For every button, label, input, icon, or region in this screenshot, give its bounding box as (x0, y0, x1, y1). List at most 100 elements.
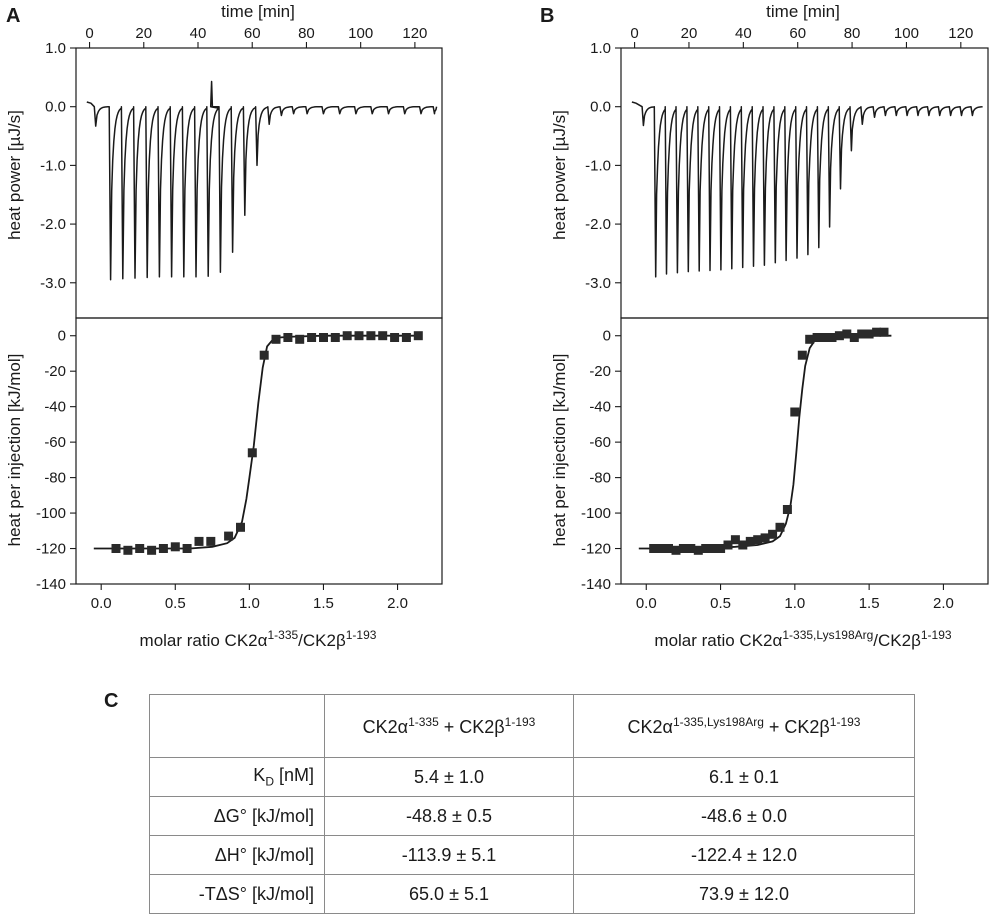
y-tick-label: -2.0 (585, 216, 611, 233)
y-tick-label: -3.0 (40, 275, 66, 292)
dh-mutant-value: -122.4 ± 12.0 (573, 835, 915, 875)
data-point (745, 536, 755, 546)
heat-power-trace (86, 80, 438, 281)
x-tick-label: 40 (190, 25, 207, 42)
y-tick-label: 0.0 (45, 99, 66, 116)
data-point (295, 334, 305, 344)
binding-fit-curve (638, 334, 892, 550)
tds-wildtype-value: 65.0 ± 5.1 (324, 874, 574, 914)
panel-a-power-axis-title: heat power [µJ/s] (5, 110, 24, 240)
dg-wildtype-value: -48.8 ± 0.5 (324, 796, 574, 836)
table-header-wildtype: CK2α1-335 + CK2β1-193 (324, 694, 574, 758)
y-tick-label: -20 (589, 363, 611, 380)
data-point (283, 333, 293, 342)
header-wt-b-sup: 1-193 (504, 714, 536, 729)
data-point (319, 333, 328, 342)
panel-b-ratio-axis-title: molar ratio CK2α1-335,Lys198Arg/CK2β1-19… (654, 628, 951, 650)
data-point (708, 544, 718, 553)
data-point (805, 334, 815, 344)
plot-frame (75, 317, 443, 585)
x-tick-label: 20 (135, 25, 152, 42)
data-point (378, 331, 388, 341)
heat-power-trace (631, 101, 983, 278)
x-tick-label: 0.0 (91, 595, 112, 612)
y-tick-label: -140 (36, 576, 66, 593)
panel-a-ratio-sup2: 1-193 (346, 628, 377, 642)
x-tick-label: 0 (85, 25, 93, 42)
data-point (730, 535, 740, 545)
dg-mutant-value: -48.6 ± 0.0 (573, 796, 915, 836)
panel-b-injection-axis-title: heat per injection [kJ/mol] (550, 354, 569, 547)
header-mut-b-sup: 1-193 (829, 714, 861, 729)
table-row-dh: ΔH° [kJ/mol] -113.9 ± 5.1 -122.4 ± 12.0 (149, 835, 915, 875)
data-point (330, 333, 340, 342)
data-point (768, 529, 778, 539)
x-tick-label: 80 (844, 25, 861, 42)
y-tick-label: -80 (589, 470, 611, 487)
header-mut-b: + CK2β (763, 716, 830, 737)
x-tick-label: 1.5 (313, 595, 334, 612)
data-point (135, 544, 145, 553)
data-point (834, 331, 844, 341)
panel-b-ratio-sup1: 1-335,Lys198Arg (782, 628, 873, 642)
itc-figure: A time [min] heat power [µJ/s] heat per … (5, 2, 989, 650)
data-point (827, 333, 837, 342)
x-tick-label: 0.0 (636, 595, 657, 612)
plot-frame (75, 47, 443, 319)
x-tick-label: 80 (298, 25, 315, 42)
x-tick-label: 100 (894, 25, 919, 42)
data-point (664, 544, 673, 553)
data-point (872, 327, 882, 337)
data-point (671, 545, 681, 555)
panel-a-ratio-mid: /CK2β (298, 631, 346, 650)
x-tick-label: 0.5 (710, 595, 731, 612)
y-tick-label: -120 (36, 541, 66, 558)
data-point (158, 544, 168, 553)
header-mut-a: CK2α (627, 716, 673, 737)
panel-b-ratio-sup2: 1-193 (921, 628, 952, 642)
data-point (775, 522, 785, 532)
header-wt-a-sup: 1-335 (408, 714, 439, 729)
data-point (413, 331, 423, 341)
panel-a-ratio-axis-title: molar ratio CK2α1-335/CK2β1-193 (140, 628, 377, 650)
data-point (797, 350, 807, 360)
x-tick-label: 120 (948, 25, 973, 42)
panel-a-heat-per-injection-plot: 0 -20 -40 -60 -80 -100 -120 -140 0.0 0.5 1.0 1.5 2.0 (36, 317, 443, 612)
x-tick-label: 1.0 (239, 595, 260, 612)
data-point (723, 540, 733, 550)
data-point (656, 544, 666, 553)
tds-mutant-value: 73.9 ± 12.0 (573, 874, 915, 914)
x-tick-label: 40 (735, 25, 752, 42)
data-point (236, 522, 245, 532)
x-tick-label: 0 (630, 25, 638, 42)
table-header-row: CK2α1-335 + CK2β1-193 CK2α1-335,Lys198Ar… (149, 694, 915, 758)
table-row-tds: -TΔS° [kJ/mol] 65.0 ± 5.1 73.9 ± 12.0 (149, 874, 915, 914)
header-wt-b: + CK2β (438, 716, 505, 737)
row-label-dg: ΔG° [kJ/mol] (149, 796, 325, 836)
panel-b-heat-power-plot: 1.0 0.0 -1.0 -2.0 -3.0 0 20 40 60 80 100 120 (585, 25, 989, 319)
panel-b-power-axis-title: heat power [µJ/s] (550, 110, 569, 240)
y-tick-label: 1.0 (590, 40, 611, 57)
data-point (182, 544, 192, 553)
panel-a-time-axis-title: time [min] (221, 2, 295, 21)
header-wt-a: CK2α (362, 716, 409, 737)
data-point (401, 333, 411, 342)
data-point (342, 331, 352, 341)
x-tick-label: 60 (789, 25, 806, 42)
y-tick-label: -80 (44, 470, 66, 487)
row-label-kd: KD [nM] (149, 757, 325, 797)
data-point (879, 327, 889, 337)
data-point (812, 333, 822, 342)
y-tick-label: -120 (581, 541, 611, 558)
data-point (753, 535, 763, 545)
y-tick-label: 1.0 (45, 40, 66, 57)
table-corner-cell (149, 694, 325, 758)
data-point (259, 350, 269, 360)
panel-c-letter: C (104, 690, 119, 712)
data-point (693, 545, 703, 555)
data-point (111, 544, 121, 553)
table-header-mutant: CK2α1-335,Lys198Arg + CK2β1-193 (573, 694, 915, 758)
y-tick-label: -40 (589, 399, 611, 416)
x-tick-label: 100 (348, 25, 373, 42)
data-point (678, 544, 688, 553)
